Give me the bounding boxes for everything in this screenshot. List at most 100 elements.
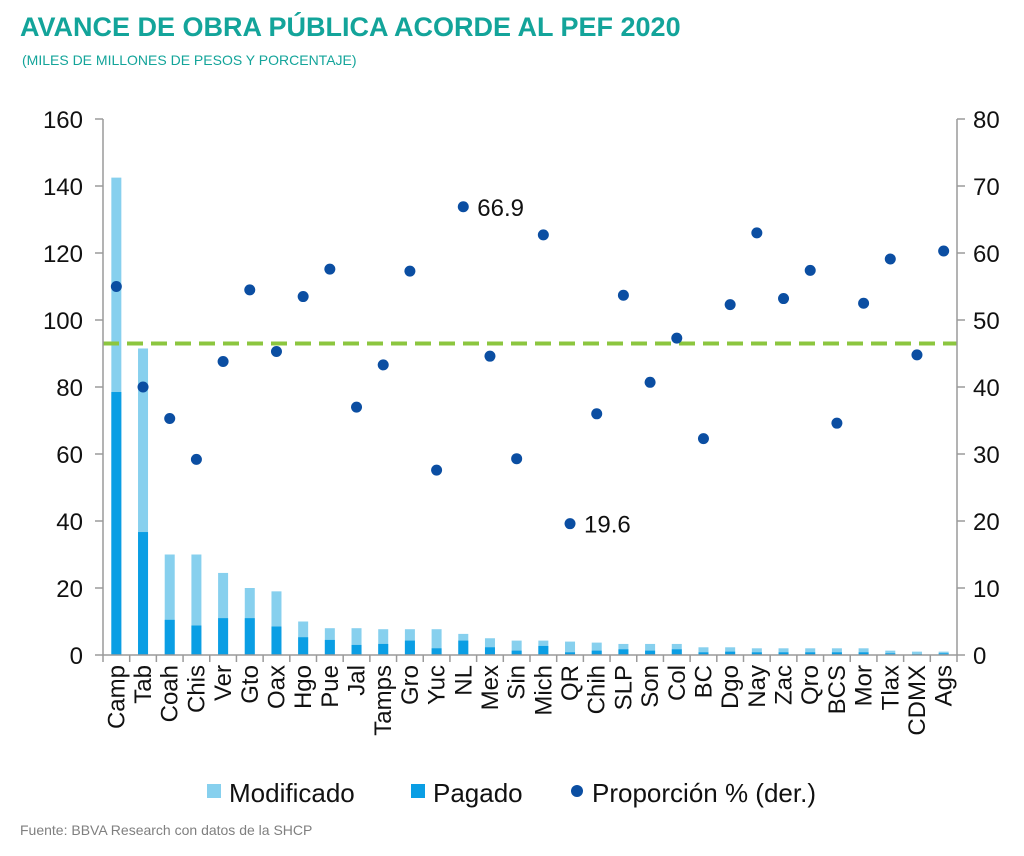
y-tick-label-left: 40 — [56, 509, 83, 536]
category-label-chih: Chih — [584, 665, 611, 714]
bar-modificado-coah — [164, 554, 175, 655]
bar-modificado-mor — [858, 648, 869, 655]
proportion-dot-layer — [110, 201, 950, 530]
y-tick-label-right: 80 — [973, 107, 1000, 134]
y-tick-label-left: 60 — [56, 442, 83, 469]
bar-modificado-tamps — [378, 629, 389, 655]
bar-modificado-oax — [271, 591, 282, 655]
bar-pagado-tamps — [378, 643, 389, 655]
bar-modificado-nay — [751, 648, 762, 655]
bar-pagado-son — [645, 650, 656, 655]
bar-pagado-gro — [404, 640, 415, 655]
legend-label-proporcion: Proporción % (der.) — [592, 778, 816, 808]
proportion-dot-dgo — [724, 299, 736, 311]
y-tick-label-left: 80 — [56, 375, 83, 402]
proportion-dot-bc — [697, 433, 709, 445]
y-tick-label-right: 40 — [973, 375, 1000, 402]
bar-pagado-mor — [858, 652, 869, 655]
proportion-dot-slp — [617, 289, 629, 301]
y-tick-label-right: 50 — [973, 308, 1000, 335]
proportion-dot-yuc — [431, 464, 443, 476]
bar-modificado-tlax — [885, 650, 896, 655]
bar-pagado-bcs — [831, 652, 842, 655]
legend: Modificado Pagado Proporción % (der.) — [207, 778, 816, 808]
chart-title: AVANCE DE OBRA PÚBLICA ACORDE AL PEF 202… — [20, 12, 681, 42]
category-label-chis: Chis — [183, 665, 210, 713]
y-tick-label-right: 10 — [973, 576, 1000, 603]
bar-modificado-sin — [511, 640, 522, 655]
bar-modificado-chih — [591, 642, 602, 655]
category-label-son: Son — [637, 665, 664, 708]
category-label-cdmx: CDMX — [904, 665, 931, 736]
y-tick-label-left: 0 — [70, 643, 83, 670]
bar-modificado-yuc — [431, 629, 442, 655]
bar-pagado-tab — [138, 532, 149, 655]
bar-pagado-ver — [218, 618, 229, 655]
proportion-dot-col — [671, 332, 683, 344]
bar-modificado-chis — [191, 554, 202, 655]
bar-pagado-slp — [618, 649, 629, 655]
proportion-dot-nl — [457, 201, 469, 213]
chart-subtitle: (MILES DE MILLONES DE PESOS Y PORCENTAJE… — [22, 52, 357, 68]
proportion-dot-mex — [484, 350, 496, 362]
proportion-dot-mor — [858, 297, 870, 309]
proportion-dot-ags — [938, 245, 950, 257]
bar-modificado-zac — [778, 648, 789, 655]
y-tick-label-left: 100 — [43, 308, 83, 335]
proportion-dot-bcs — [831, 417, 843, 429]
bar-pagado-sin — [511, 650, 522, 655]
bar-pagado-chis — [191, 625, 202, 655]
bar-pagado-nay — [751, 652, 762, 655]
proportion-dot-sin — [511, 453, 523, 465]
category-label-slp: SLP — [610, 665, 637, 710]
y-tick-label-right: 20 — [973, 509, 1000, 536]
category-label-jal: Jal — [344, 665, 371, 696]
legend-swatch-pagado — [411, 784, 425, 798]
proportion-dot-camp — [110, 281, 122, 292]
proportion-dot-ver — [217, 356, 229, 368]
y-tick-label-left: 160 — [43, 107, 83, 134]
y-tick-label-right: 70 — [973, 174, 1000, 201]
bar-modificado-bcs — [831, 648, 842, 655]
proportion-dot-pue — [324, 263, 336, 275]
proportion-dot-tab — [137, 381, 149, 393]
category-label-tlax: Tlax — [877, 665, 904, 710]
category-label-dgo: Dgo — [717, 665, 744, 709]
category-label-tab: Tab — [130, 665, 157, 704]
bar-pagado-qro — [805, 652, 816, 655]
bar-pagado-coah — [164, 619, 175, 655]
proportion-dot-chih — [591, 408, 603, 420]
category-label-ver: Ver — [210, 665, 237, 701]
data-label-nl: 66.9 — [477, 195, 524, 222]
bar-pagado-dgo — [725, 651, 736, 655]
bar-pagado-nl — [458, 640, 469, 655]
y-tick-label-right: 30 — [973, 442, 1000, 469]
label-layer: Camp Tab Coah Chis Ver Gto Oax Hgo Pue Jal Tamps Gr… — [103, 195, 957, 736]
bar-pagado-bc — [698, 652, 709, 655]
category-label-ags: Ags — [931, 665, 958, 706]
proportion-dot-mich — [537, 229, 549, 241]
proportion-dot-oax — [270, 345, 282, 357]
y-tick-label-right: 60 — [973, 241, 1000, 268]
proportion-dot-tamps — [377, 359, 389, 371]
proportion-dot-jal — [351, 401, 363, 413]
bar-pagado-qr — [565, 652, 576, 655]
bar-pagado-yuc — [431, 648, 442, 655]
bar-modificado-dgo — [725, 647, 736, 655]
bar-pagado-zac — [778, 652, 789, 655]
category-label-qr: QR — [557, 665, 584, 701]
legend-label-pagado: Pagado — [433, 778, 523, 808]
bar-pagado-camp — [111, 392, 122, 655]
proportion-dot-hgo — [297, 291, 309, 303]
axes-layer: 0 20 40 60 80 100 120 140 160 0 10 20 30 40 50 60 70 80 — [43, 107, 1000, 670]
category-label-gro: Gro — [397, 665, 424, 705]
category-label-qro: Qro — [797, 665, 824, 705]
legend-swatch-proporcion — [571, 785, 583, 797]
legend-label-modificado: Modificado — [229, 778, 355, 808]
proportion-dot-cdmx — [911, 349, 923, 361]
category-label-oax: Oax — [263, 665, 290, 709]
bar-pagado-col — [671, 649, 682, 655]
proportion-dot-qr — [564, 518, 576, 530]
bar-modificado-qro — [805, 648, 816, 655]
